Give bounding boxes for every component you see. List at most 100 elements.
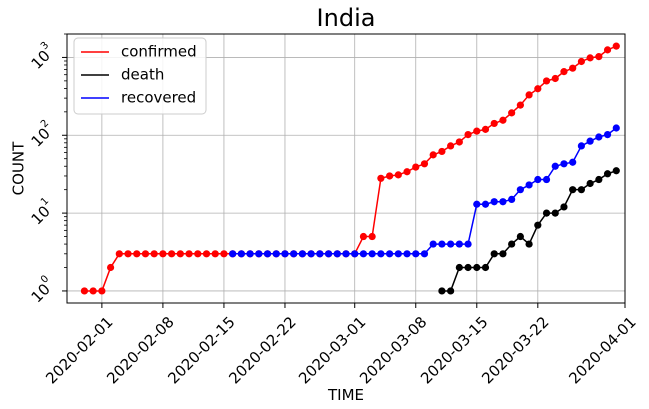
confirmed-point — [176, 250, 184, 258]
confirmed-point — [499, 116, 507, 124]
recovered-point — [412, 250, 420, 258]
confirmed-point — [368, 232, 376, 241]
confirmed-point — [80, 287, 89, 295]
recovered-point — [438, 240, 446, 248]
recovered-point — [377, 250, 385, 258]
recovered-point — [569, 158, 577, 166]
confirmed-point — [194, 250, 202, 258]
confirmed-point — [534, 85, 542, 93]
confirmed-point — [438, 147, 446, 156]
confirmed-point — [577, 57, 586, 66]
y-tick-label: 102 — [26, 118, 59, 151]
confirmed-point — [551, 74, 559, 83]
confirmed-point — [447, 142, 455, 150]
series-recovered — [229, 124, 620, 258]
recovered-point — [316, 250, 324, 258]
confirmed-point — [394, 171, 402, 179]
death-point — [603, 170, 612, 178]
recovered-point — [342, 250, 350, 258]
death-point — [525, 240, 533, 248]
recovered-point — [385, 250, 394, 258]
recovered-point — [229, 250, 237, 258]
recovered-point — [586, 137, 594, 145]
death-line — [441, 170, 617, 292]
recovered-point — [255, 250, 263, 258]
recovered-point — [333, 250, 341, 258]
confirmed-point — [481, 125, 490, 133]
recovered-point — [272, 250, 280, 258]
y-tick-label: 103 — [26, 40, 59, 73]
confirmed-point — [141, 250, 150, 258]
death-point — [481, 263, 490, 272]
confirmed-point — [569, 64, 577, 72]
confirmed-point — [89, 287, 97, 295]
death-point — [586, 179, 594, 188]
death-point — [612, 167, 620, 175]
confirmed-point — [612, 42, 620, 50]
x-axis-title: TIME — [327, 386, 364, 404]
death-point — [455, 263, 463, 272]
confirmed-point — [455, 138, 463, 146]
confirmed-point — [464, 130, 472, 139]
recovered-point — [246, 250, 254, 258]
series-layer — [80, 42, 620, 295]
confirmed-point — [586, 54, 594, 62]
recovered-point — [298, 250, 307, 258]
confirmed-point — [377, 174, 385, 182]
death-point — [542, 209, 551, 217]
legend-label-death: death — [121, 66, 164, 84]
confirmed-point — [124, 250, 132, 258]
y-tick-base: 10 — [27, 280, 53, 306]
recovered-point — [359, 250, 368, 258]
recovered-point — [368, 250, 376, 258]
death-point — [508, 240, 516, 248]
recovered-point — [324, 250, 333, 258]
confirmed-point — [516, 101, 524, 109]
confirmed-point — [159, 250, 167, 258]
death-point — [577, 186, 586, 194]
y-axis-title: COUNT — [10, 141, 28, 195]
x-tick-label: 2020-04-01 — [565, 313, 639, 387]
death-point — [447, 287, 455, 295]
recovered-point — [508, 195, 516, 203]
legend-label-recovered: recovered — [121, 89, 196, 107]
confirmed-point — [150, 250, 158, 258]
series-death — [438, 167, 620, 295]
recovered-point — [490, 198, 498, 206]
y-tick-label: 101 — [26, 196, 59, 229]
recovered-point — [290, 250, 298, 258]
confirmed-point — [185, 250, 193, 258]
y-tick-base: 10 — [27, 124, 53, 150]
recovered-point — [603, 130, 612, 139]
recovered-point — [263, 250, 272, 258]
confirmed-point — [115, 250, 123, 258]
recovered-point — [534, 175, 542, 184]
recovered-point — [473, 200, 481, 208]
death-point — [464, 263, 472, 272]
recovered-point — [542, 175, 551, 184]
confirmed-point — [560, 68, 568, 76]
confirmed-point — [220, 250, 228, 258]
recovered-point — [237, 250, 245, 258]
confirmed-point — [595, 53, 603, 61]
y-tick-base: 10 — [27, 202, 53, 228]
recovered-point — [560, 160, 568, 168]
recovered-point — [551, 162, 559, 170]
death-point — [534, 221, 542, 229]
confirmed-point — [385, 172, 394, 180]
death-point — [569, 186, 577, 194]
recovered-point — [420, 250, 429, 258]
recovered-point — [281, 250, 289, 258]
recovered-point — [577, 142, 586, 150]
recovered-point — [595, 133, 603, 141]
legend: confirmed death recovered — [73, 37, 207, 115]
recovered-point — [447, 240, 455, 248]
confirmed-point — [168, 250, 176, 258]
confirmed-point — [133, 250, 141, 258]
confirmed-point — [473, 127, 481, 135]
recovered-point — [403, 250, 411, 258]
confirmed-point — [508, 109, 516, 117]
confirmed-point — [603, 46, 612, 54]
recovered-point — [455, 240, 463, 248]
confirmed-point — [525, 91, 533, 99]
